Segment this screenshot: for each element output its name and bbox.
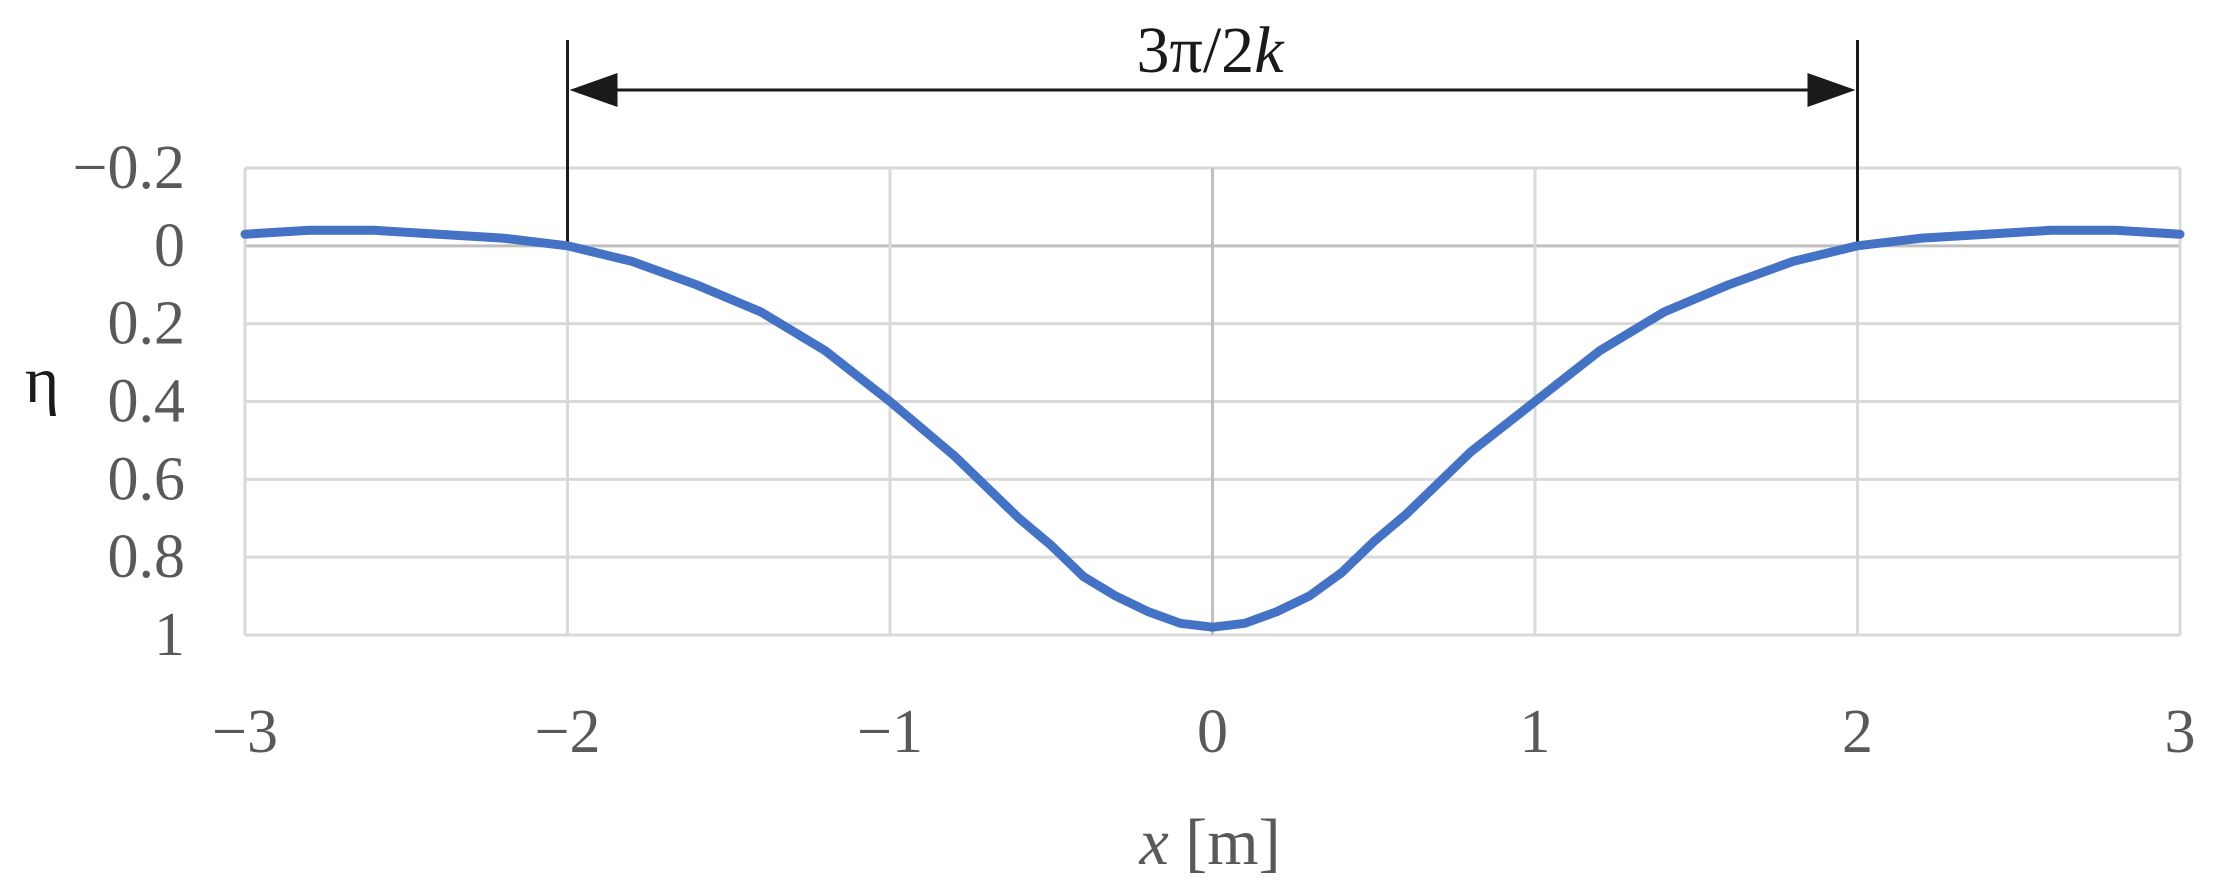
series-line-0 [240,225,2185,632]
x-tick-labels: −3 −2 −1 0 1 2 3 [212,698,2195,766]
x-axis-variable: x [1138,806,1168,879]
x-tick-label: 3 [2165,698,2196,766]
y-axis-label: η [25,344,60,417]
x-tick-label: 1 [1520,698,1551,766]
y-tick-label: 0 [154,212,185,280]
wavelength-annotation-label: 3π/2k [1137,14,1286,87]
y-tick-label: 1 [154,601,185,669]
x-axis-title: x [m] [1138,806,1280,879]
annotation-arrowhead-right [1807,73,1856,107]
gridlines [243,166,2182,637]
y-tick-labels: −0.2 0 0.2 0.4 0.6 0.8 1 [73,134,185,669]
x-tick-label: 0 [1197,698,1228,766]
y-tick-label: 0.6 [108,445,186,513]
annotation-text-italic: k [1254,14,1285,87]
x-tick-label: −1 [857,698,923,766]
annotation-layer [566,40,1859,246]
annotation-text-main: 3π/2 [1137,14,1255,87]
x-tick-label: −3 [212,698,278,766]
series-layer [240,225,2185,632]
y-tick-label: 0.4 [108,368,186,436]
x-axis-unit: [m] [1169,806,1281,879]
x-tick-label: 2 [1842,698,1873,766]
y-tick-label: 0.8 [108,523,186,591]
y-tick-label: −0.2 [73,134,185,202]
y-tick-label: 0.2 [108,290,186,358]
annotation-arrowhead-left [569,73,618,107]
x-tick-label: −2 [535,698,601,766]
